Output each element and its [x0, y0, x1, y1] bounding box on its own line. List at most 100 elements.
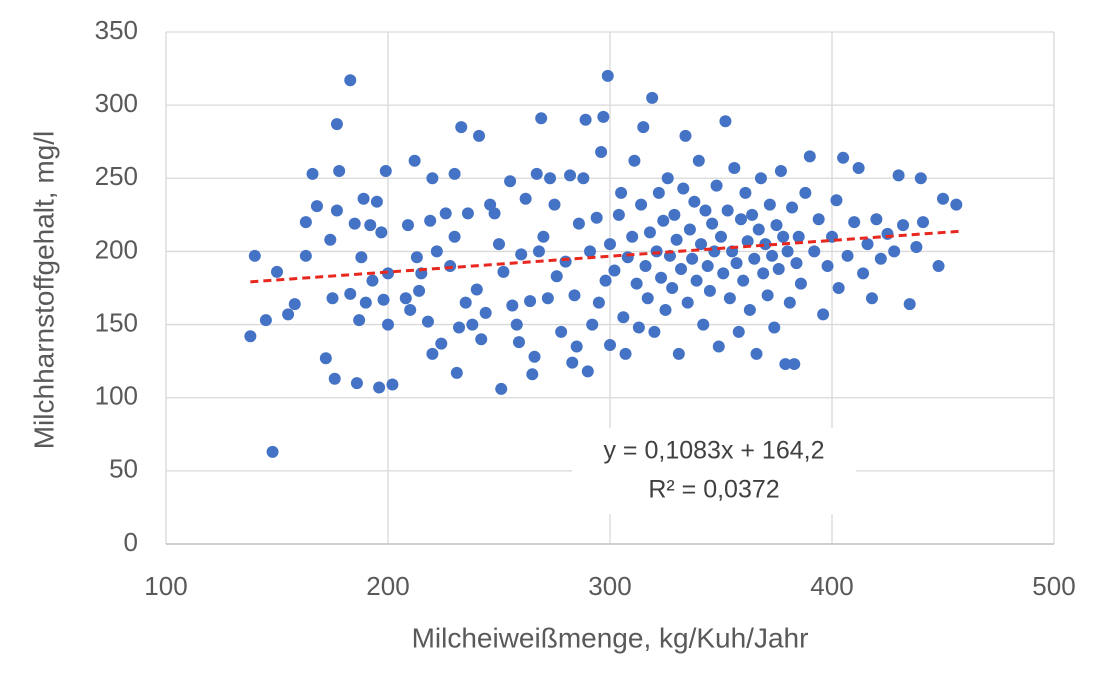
point — [439, 207, 452, 220]
point — [259, 314, 272, 327]
point — [604, 238, 616, 251]
point — [888, 245, 901, 258]
point — [770, 219, 783, 232]
point — [577, 172, 590, 185]
point — [512, 336, 525, 349]
point — [559, 255, 572, 268]
point — [504, 175, 517, 188]
point — [628, 154, 641, 167]
point — [786, 201, 799, 214]
point — [330, 204, 343, 217]
point — [779, 358, 792, 371]
point — [608, 264, 621, 277]
point — [897, 219, 910, 232]
point — [790, 257, 803, 270]
point — [595, 145, 608, 158]
point — [808, 245, 821, 258]
point — [386, 378, 399, 391]
point — [299, 216, 312, 229]
point — [328, 372, 341, 385]
point — [570, 340, 583, 353]
point — [759, 238, 772, 251]
point — [652, 186, 665, 199]
point — [672, 347, 685, 360]
point — [766, 249, 779, 262]
point — [632, 321, 645, 334]
point — [413, 284, 426, 297]
point — [746, 208, 759, 221]
point — [399, 292, 412, 305]
point — [326, 292, 339, 305]
point — [466, 318, 479, 331]
point — [646, 91, 659, 104]
point — [792, 230, 805, 243]
point — [526, 368, 539, 381]
point — [837, 151, 850, 164]
point — [581, 365, 594, 378]
point — [668, 208, 681, 221]
y-axis-title: Milchharnstoffgehalt, mg/l — [28, 131, 59, 450]
point — [721, 204, 734, 217]
point — [932, 260, 945, 273]
point — [550, 270, 563, 283]
point — [619, 347, 632, 360]
point — [621, 251, 634, 264]
point — [373, 381, 386, 394]
point — [732, 325, 745, 338]
point — [506, 299, 519, 312]
point — [459, 296, 472, 309]
point — [544, 172, 557, 185]
point — [914, 172, 927, 185]
point — [799, 186, 812, 199]
point — [763, 198, 776, 211]
point — [712, 340, 725, 353]
point — [655, 271, 668, 284]
point — [612, 208, 625, 221]
point — [461, 207, 474, 220]
point — [768, 321, 781, 334]
annotation-box — [572, 428, 856, 514]
point — [584, 245, 597, 258]
point — [772, 262, 785, 275]
point — [473, 129, 486, 142]
point — [701, 260, 714, 273]
point — [728, 162, 741, 175]
point — [817, 308, 830, 321]
point — [382, 318, 394, 331]
point — [604, 339, 616, 352]
point — [377, 293, 390, 306]
point — [299, 249, 312, 262]
point — [821, 260, 834, 273]
point — [421, 315, 434, 328]
point — [524, 295, 537, 308]
point — [686, 252, 699, 265]
y-tick-label: 150 — [95, 307, 138, 337]
point — [370, 195, 383, 208]
point — [812, 213, 825, 226]
y-tick-label: 0 — [124, 527, 138, 557]
point — [450, 366, 463, 379]
point — [865, 292, 878, 305]
point — [706, 217, 719, 230]
point — [344, 287, 357, 300]
point — [426, 172, 439, 185]
point — [688, 195, 701, 208]
point — [739, 186, 752, 199]
point — [723, 292, 736, 305]
point — [537, 230, 550, 243]
point — [848, 216, 861, 229]
point — [675, 262, 688, 275]
x-axis-title: Milcheiweißmenge, kg/Kuh/Jahr — [412, 622, 809, 653]
point — [330, 118, 343, 131]
point — [359, 296, 372, 309]
point — [626, 230, 639, 243]
point — [670, 233, 683, 246]
point — [568, 289, 581, 302]
point — [717, 267, 730, 280]
point — [592, 296, 605, 309]
point — [564, 169, 577, 182]
point — [566, 356, 579, 369]
point — [444, 260, 457, 273]
point — [350, 377, 363, 390]
point — [266, 445, 279, 458]
